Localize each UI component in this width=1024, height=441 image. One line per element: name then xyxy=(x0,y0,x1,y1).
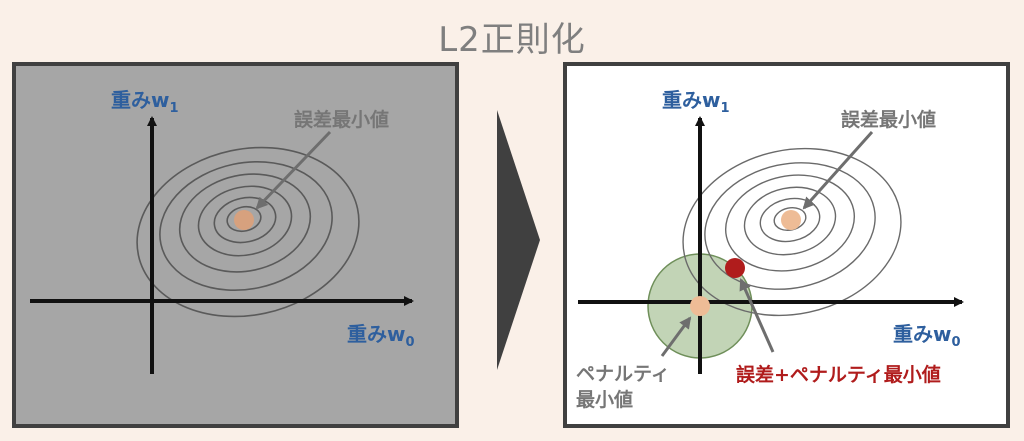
w0-axis-label: 重みw0 xyxy=(893,322,961,350)
contour-ellipse xyxy=(213,196,277,244)
error-min-pointer-arrow xyxy=(255,130,332,210)
left-contour-ellipses xyxy=(136,146,360,318)
contour-ellipse xyxy=(197,185,293,257)
error-min-point xyxy=(781,210,801,230)
penalty-min-label-line1: ペナルティ xyxy=(576,363,670,385)
w0-axis-label: 重みw0 xyxy=(347,322,415,350)
penalty-min-pointer-arrow xyxy=(660,316,692,357)
penalty-min-point xyxy=(690,296,710,316)
page-title: L2正則化 xyxy=(438,20,586,60)
error-min-pointer-arrow xyxy=(802,130,874,210)
w1-axis-label: 重みw1 xyxy=(111,88,179,116)
contour-ellipse xyxy=(682,147,902,317)
combined-min-label: 誤差+ペナルティ最小値 xyxy=(736,363,941,386)
contour-ellipse xyxy=(136,146,360,318)
contour-ellipse xyxy=(159,160,333,292)
contour-ellipse xyxy=(759,197,821,243)
w1-axis-label: 重みw1 xyxy=(662,88,730,116)
right-panel: 重みw1 重みw0 誤差最小値 ペナルティ 最小値 誤差+ペナルティ最小値 xyxy=(563,62,1010,428)
penalty-min-label-line2: 最小値 xyxy=(576,389,633,411)
left-panel-frame xyxy=(12,62,459,428)
contour-ellipse xyxy=(226,205,262,233)
transition-arrow xyxy=(497,110,540,370)
contour-ellipse xyxy=(743,186,837,256)
combined-min-pointer-arrow xyxy=(739,278,775,353)
right-panel-frame xyxy=(563,62,1010,428)
contour-ellipse xyxy=(724,174,856,272)
error-min-label: 誤差最小値 xyxy=(841,108,936,131)
contour-ellipse xyxy=(704,162,876,290)
error-min-label: 誤差最小値 xyxy=(294,108,389,131)
error-min-point xyxy=(234,210,254,230)
left-panel: 重みw1 重みw0 誤差最小値 xyxy=(12,62,459,428)
combined-min-point xyxy=(725,258,745,278)
contour-ellipse xyxy=(178,173,312,273)
right-contour-ellipses xyxy=(682,147,902,317)
